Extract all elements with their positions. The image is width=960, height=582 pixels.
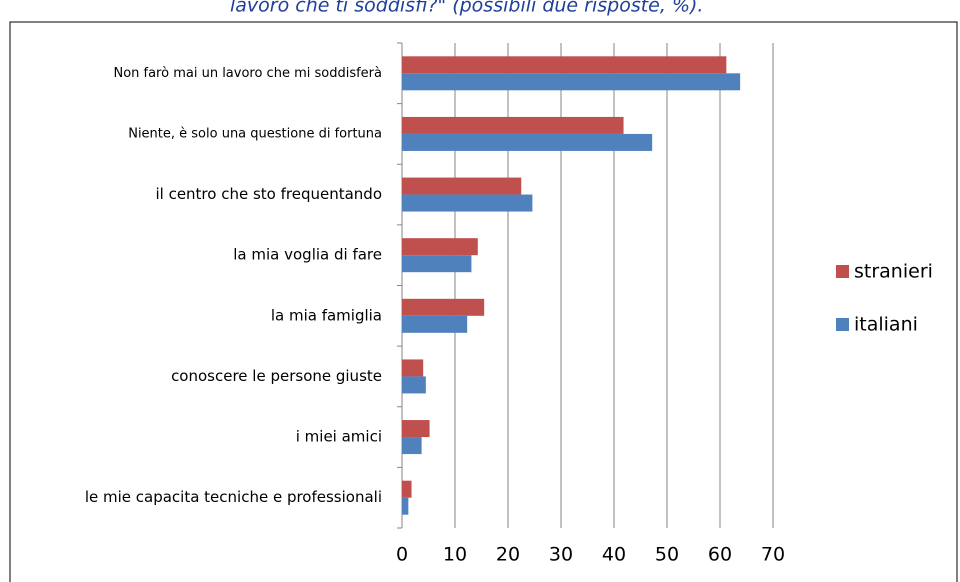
bar — [402, 194, 533, 212]
bar — [402, 376, 426, 394]
x-tick-label: 0 — [396, 544, 408, 566]
x-tick-label: 10 — [443, 544, 467, 566]
bar — [402, 177, 522, 195]
bar — [402, 359, 424, 377]
bar — [402, 133, 653, 151]
bar — [402, 298, 485, 316]
x-tick-label: 70 — [761, 544, 785, 566]
y-tick-label: conoscere le persone giuste — [171, 367, 382, 385]
bar — [402, 420, 430, 438]
bar — [402, 238, 478, 256]
y-tick-label: il centro che sto frequentando — [155, 185, 382, 203]
legend-swatch — [836, 318, 849, 331]
legend-label: italiani — [854, 314, 918, 336]
bar — [402, 255, 472, 273]
bar — [402, 437, 422, 455]
bar — [402, 73, 741, 91]
y-tick-label: le mie capacita tecniche e professionali — [85, 488, 382, 506]
y-tick-label: Non farò mai un lavoro che mi soddisferà — [113, 66, 382, 81]
chart-title: lavoro che ti soddisfi?" (possibili due … — [230, 0, 703, 17]
bar — [402, 480, 412, 498]
x-tick-label: 60 — [708, 544, 732, 566]
bar — [402, 116, 624, 134]
bar — [402, 56, 727, 74]
bar — [402, 315, 468, 333]
y-tick-label: i miei amici — [296, 428, 382, 446]
x-tick-label: 50 — [655, 544, 679, 566]
bar — [402, 497, 409, 515]
y-tick-label: Niente, è solo una questione di fortuna — [128, 126, 382, 141]
legend-swatch — [836, 265, 849, 278]
y-tick-label: la mia voglia di fare — [233, 246, 382, 264]
x-tick-label: 20 — [496, 544, 520, 566]
x-tick-label: 40 — [602, 544, 626, 566]
legend-label: stranieri — [854, 261, 933, 283]
y-tick-label: la mia famiglia — [271, 306, 382, 324]
x-tick-label: 30 — [549, 544, 573, 566]
